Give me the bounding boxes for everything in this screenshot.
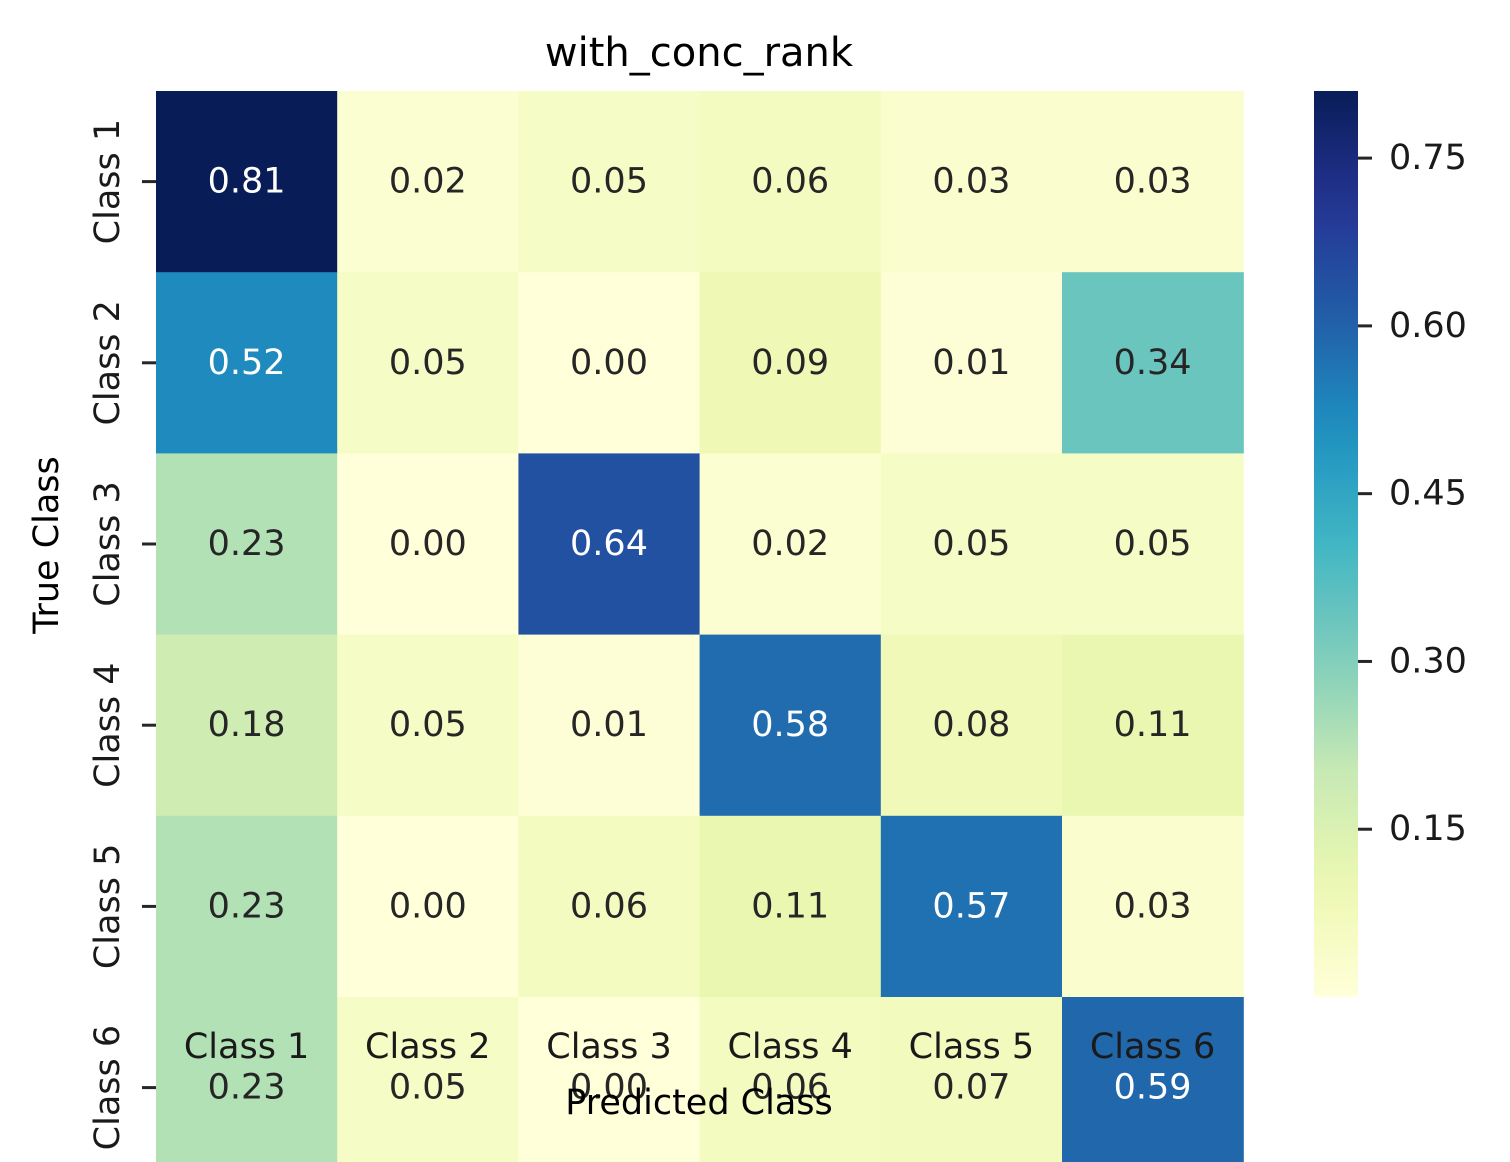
cell-value-r3-c1: 0.23 — [208, 524, 286, 564]
heatmap-cell-r6-c2 — [337, 997, 519, 1162]
cell-value-r3-c3: 0.64 — [570, 524, 648, 564]
x-tick-label: Class 6 — [1090, 1027, 1215, 1067]
cell-value-r3-c6: 0.05 — [1114, 524, 1192, 564]
heatmap-cell-r1-c4 — [699, 91, 882, 273]
heatmap-cell-r1-c3 — [518, 91, 701, 273]
heatmap-cell-r2-c1 — [156, 272, 338, 454]
heatmap-cell-r2-c6 — [1062, 272, 1244, 454]
x-tick-label: Class 1 — [184, 1027, 309, 1067]
cell-annotations: 0.81 0.02 0.05 0.06 0.03 0.03 0.52 0.05 0.00 0.09… — [208, 162, 1192, 1108]
heatmap-cell-r4-c4 — [699, 634, 882, 817]
cell-value-r6-c4: 0.06 — [751, 1068, 829, 1108]
heatmap-cell-r3-c5 — [880, 453, 1063, 636]
y-tick-label: Class 5 — [88, 844, 128, 969]
cell-value-r4-c2: 0.05 — [389, 705, 467, 745]
cell-value-r1-c4: 0.06 — [751, 162, 829, 202]
colorbar-tick-label: 0.30 — [1389, 641, 1467, 681]
heatmap-cell-r2-c4 — [699, 272, 882, 454]
y-tick-label: Class 3 — [88, 481, 128, 606]
cell-value-r2-c3: 0.00 — [570, 343, 648, 383]
cell-value-r4-c6: 0.11 — [1114, 705, 1192, 745]
heatmap-cell-r4-c1 — [156, 634, 338, 817]
heatmap-cell-r6-c3 — [518, 997, 701, 1162]
heatmap-cell-r5-c2 — [337, 815, 519, 998]
cell-value-r3-c4: 0.02 — [751, 524, 829, 564]
heatmap-cell-r1-c5 — [880, 91, 1063, 273]
cell-value-r5-c3: 0.06 — [570, 886, 648, 926]
heatmap-cell-r4-c2 — [337, 634, 519, 817]
cell-value-r3-c5: 0.05 — [932, 524, 1010, 564]
heatmap-cell-r6-c6 — [1062, 997, 1244, 1162]
cell-value-r4-c4: 0.58 — [751, 705, 829, 745]
colorbar — [1314, 91, 1358, 997]
heatmap-cell-r4-c5 — [880, 634, 1063, 817]
heatmap-cell-r3-c6 — [1062, 453, 1244, 636]
colorbar-tick-label: 0.75 — [1389, 138, 1467, 178]
x-tick-label: Class 3 — [546, 1027, 671, 1067]
y-tick-label: Class 6 — [88, 1025, 128, 1150]
x-tick-label: Class 5 — [909, 1027, 1034, 1067]
cell-value-r4-c3: 0.01 — [570, 705, 648, 745]
cell-value-r1-c3: 0.05 — [570, 162, 648, 202]
cell-value-r1-c2: 0.02 — [389, 162, 467, 202]
cell-value-r6-c5: 0.07 — [932, 1068, 1010, 1108]
heatmap-cell-r2-c2 — [337, 272, 519, 454]
heatmap-cell-r5-c6 — [1062, 815, 1244, 998]
cell-value-r5-c1: 0.23 — [208, 886, 286, 926]
cell-value-r1-c5: 0.03 — [932, 162, 1010, 202]
cell-value-r3-c2: 0.00 — [389, 524, 467, 564]
heatmap-cell-r5-c5 — [880, 815, 1063, 998]
y-axis-ticks: Class 1 Class 2 Class 3 Class 4 Class 5 Class… — [88, 119, 156, 1150]
cell-value-r2-c4: 0.09 — [751, 343, 829, 383]
heatmap-cell-r1-c6 — [1062, 91, 1244, 273]
chart-title: with_conc_rank — [545, 30, 854, 76]
heatmap-cell-r6-c4 — [699, 997, 882, 1162]
colorbar-tick-label: 0.60 — [1389, 306, 1467, 346]
cell-value-r6-c6: 0.59 — [1114, 1068, 1192, 1108]
y-tick-label: Class 4 — [88, 662, 128, 787]
cell-value-r5-c5: 0.57 — [932, 886, 1010, 926]
heatmap-cell-r2-c3 — [518, 272, 701, 454]
heatmap-cell-r3-c1 — [156, 453, 338, 636]
heatmap-cell-r4-c6 — [1062, 634, 1244, 817]
heatmap-cell-r6-c5 — [880, 997, 1063, 1162]
cell-value-r5-c6: 0.03 — [1114, 886, 1192, 926]
y-tick-label: Class 2 — [88, 300, 128, 425]
cell-value-r5-c2: 0.00 — [389, 886, 467, 926]
x-tick-label: Class 2 — [365, 1027, 490, 1067]
cell-value-r2-c5: 0.01 — [932, 343, 1010, 383]
heatmap-cell-r1-c2 — [337, 91, 519, 273]
heatmap-cell-r6-c1 — [156, 997, 338, 1162]
x-tick-label: Class 4 — [727, 1027, 852, 1067]
cell-value-r1-c1: 0.81 — [208, 162, 286, 202]
cell-value-r6-c1: 0.23 — [208, 1068, 286, 1108]
cell-value-r6-c2: 0.05 — [389, 1068, 467, 1108]
heatmap-cell-r2-c5 — [880, 272, 1063, 454]
cell-value-r2-c6: 0.34 — [1114, 343, 1192, 383]
colorbar-tick-label: 0.45 — [1389, 474, 1467, 514]
cell-value-r2-c2: 0.05 — [389, 343, 467, 383]
cell-value-r4-c5: 0.08 — [932, 705, 1010, 745]
heatmap-cells — [156, 91, 1244, 1162]
cell-value-r6-c3: 0.00 — [570, 1068, 648, 1108]
heatmap-cell-r3-c3 — [518, 453, 701, 636]
colorbar-tick-label: 0.15 — [1389, 809, 1467, 849]
x-axis-title: Predicted Class — [565, 1083, 833, 1123]
cell-value-r2-c1: 0.52 — [208, 343, 286, 383]
cell-value-r5-c4: 0.11 — [751, 886, 829, 926]
y-axis-title: True Class — [27, 456, 67, 635]
heatmap-cell-r1-c1 — [156, 91, 338, 273]
cell-value-r4-c1: 0.18 — [208, 705, 286, 745]
x-axis-ticks: Class 1 Class 2 Class 3 Class 4 Class 5 Class… — [184, 1027, 1215, 1067]
colorbar-ticks: 0.15 0.30 0.45 0.60 0.75 — [1358, 138, 1467, 849]
heatmap-cell-r5-c3 — [518, 815, 701, 998]
heatmap-cell-r3-c4 — [699, 453, 882, 636]
heatmap-cell-r5-c1 — [156, 815, 338, 998]
heatmap-cell-r3-c2 — [337, 453, 519, 636]
y-tick-label: Class 1 — [88, 119, 128, 244]
heatmap-cell-r5-c4 — [699, 815, 882, 998]
cell-value-r1-c6: 0.03 — [1114, 162, 1192, 202]
heatmap-cell-r4-c3 — [518, 634, 701, 817]
